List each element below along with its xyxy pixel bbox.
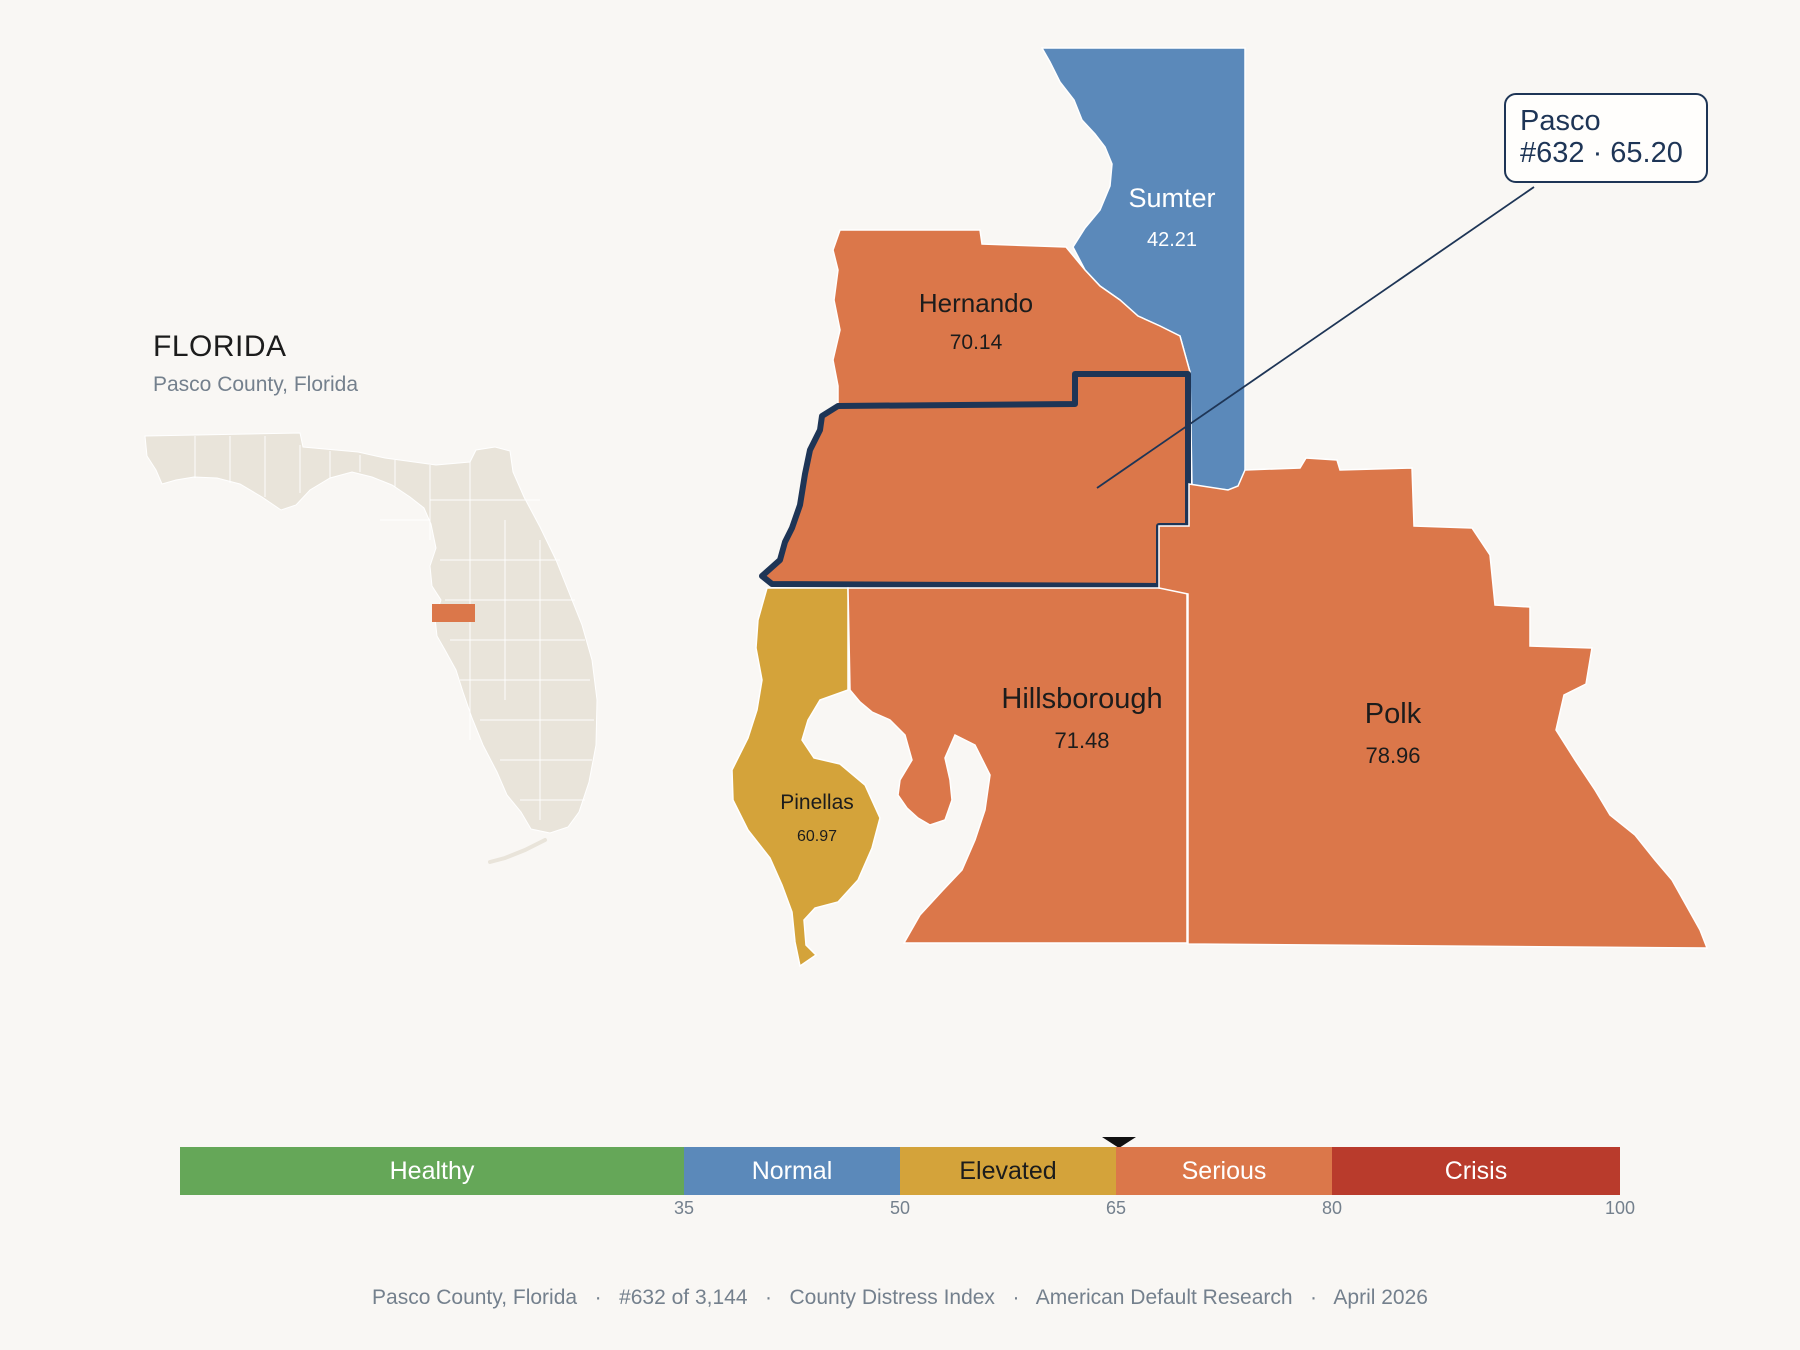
legend-segment-healthy: Healthy (180, 1147, 684, 1195)
pasco-locator-highlight (432, 604, 475, 622)
legend-tick-35: 35 (673, 1198, 695, 1218)
county-score-hillsborough: 71.48 (1054, 728, 1109, 753)
callout-leader-line (1096, 186, 1535, 489)
county-name-hernando: Hernando (919, 288, 1033, 318)
distress-legend-bar: Healthy Normal Elevated Serious Crisis (180, 1147, 1620, 1195)
county-labels: Sumter 42.21 Hernando 70.14 Pinellas 60.… (780, 183, 1421, 845)
footer-credits: Pasco County, Florida · #632 of 3,144 · … (372, 1286, 1428, 1309)
county-score-pinellas: 60.97 (797, 828, 837, 845)
county-detail-map (731, 47, 1709, 968)
legend-tick-50: 50 (889, 1198, 911, 1218)
county-name-sumter: Sumter (1128, 183, 1215, 213)
county-shape-hillsborough (847, 587, 1188, 944)
county-shape-pinellas (731, 587, 881, 968)
callout-county-name: Pasco (1520, 105, 1601, 137)
county-shape-polk (1158, 457, 1709, 949)
florida-locator-map (144, 432, 598, 864)
callout-rank-score: #632 · 65.20 (1520, 137, 1683, 169)
florida-keys (488, 838, 547, 864)
florida-state-shape (144, 432, 598, 834)
county-callout: Pasco #632 · 65.20 (1504, 93, 1708, 183)
county-score-hernando: 70.14 (950, 331, 1003, 354)
county-name-hillsborough: Hillsborough (1001, 683, 1162, 715)
county-score-sumter: 42.21 (1147, 229, 1197, 251)
legend-segment-elevated: Elevated (900, 1147, 1116, 1195)
county-score-polk: 78.96 (1365, 743, 1420, 768)
state-title: FLORIDA (153, 330, 287, 363)
county-name-pinellas: Pinellas (780, 791, 854, 814)
score-marker (1101, 1137, 1136, 1148)
county-shape-pasco (759, 371, 1191, 589)
state-subtitle: Pasco County, Florida (153, 373, 359, 396)
legend-tick-100: 100 (1604, 1198, 1636, 1218)
legend-segment-normal: Normal (684, 1147, 900, 1195)
legend-tick-80: 80 (1321, 1198, 1343, 1218)
legend-segment-crisis: Crisis (1332, 1147, 1620, 1195)
county-name-polk: Polk (1365, 698, 1422, 730)
legend-tick-65: 65 (1105, 1198, 1127, 1218)
legend-segment-serious: Serious (1116, 1147, 1332, 1195)
